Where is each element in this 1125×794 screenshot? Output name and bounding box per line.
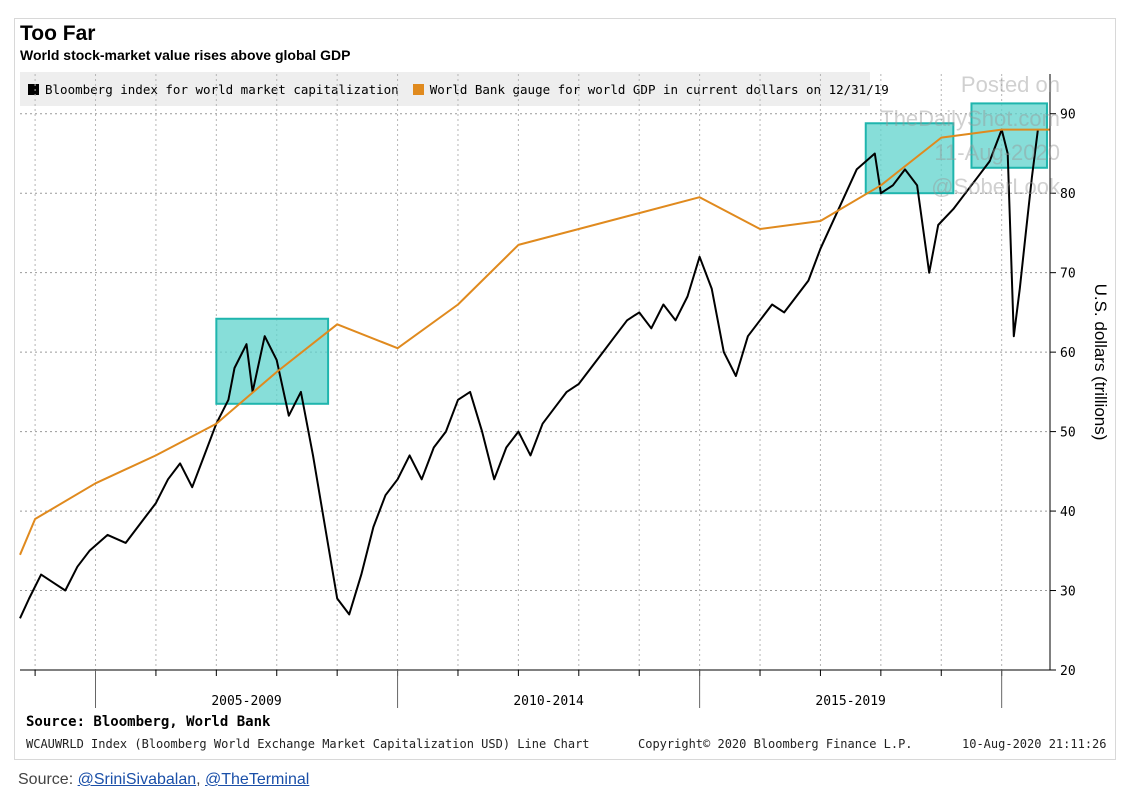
chart-legend: Bloomberg index for world market capital… [20,72,889,106]
ytick-label-80: 80 [1060,187,1076,202]
source-note: Source: Bloomberg, World Bank [26,714,271,730]
ytick-label-70: 70 [1060,267,1076,282]
watermark-line-2: TheDailyShot.com [880,106,1060,131]
ytick-label-50: 50 [1060,426,1076,441]
axes: 20 30 40 50 60 70 80 90 2005-2009 2010-2014 2015-2… [20,74,1110,709]
ytick-label-60: 60 [1060,346,1076,361]
copyright: Copyright© 2020 Bloomberg Finance L.P. [638,737,913,751]
legend-swatch-market-cap [28,83,39,95]
bottom-source: Source: @SriniSivabalan, @TheTerminal [18,771,309,789]
ytick-label-30: 30 [1060,585,1076,600]
link-terminal[interactable]: @TheTerminal [205,771,310,788]
watermark-line-3: 11-Aug-2020 [934,140,1060,165]
chart-subtitle: World stock-market value rises above glo… [20,47,351,63]
legend-label-market-cap: Bloomberg index for world market capital… [45,81,399,97]
highlight-box-1 [864,122,955,195]
highlight-boxes [215,102,1048,405]
series-market-cap-line [19,128,1039,619]
series-lines [19,128,1050,619]
chart-title: Too Far [20,22,96,45]
xperiod-label-0: 2005-2009 [211,694,281,709]
index-description: WCAUWRLD Index (Bloomberg World Exchange… [26,737,590,751]
legend-item-market-cap: Bloomberg index for world market capital… [28,82,399,97]
watermark: Posted on TheDailyShot.com 11-Aug-2020 @… [810,68,1060,204]
watermark-line-1: Posted on [960,72,1060,97]
xperiod-label-2: 2015-2019 [815,694,885,709]
series-gdp-line [19,128,1050,556]
legend-item-gdp: World Bank gauge for world GDP in curren… [412,81,889,97]
grid-lines [20,74,1050,671]
xperiod-label-1: 2010-2014 [513,694,584,709]
ytick-label-20: 20 [1060,664,1076,679]
y-axis-label: U.S. dollars (trillions) [1091,284,1110,441]
watermark-line-4: @SoberLook [931,174,1060,199]
bottom-source-sep: , [196,771,206,788]
timestamp: 10-Aug-2020 21:11:26 [962,737,1107,751]
ytick-label-40: 40 [1060,505,1076,520]
ytick-label-90: 90 [1060,108,1076,123]
legend-swatch-gdp [412,83,424,95]
highlight-box-0 [215,317,330,405]
link-srini[interactable]: @SriniSivabalan [77,771,197,788]
bottom-source-prefix: Source: [18,771,78,788]
legend-label-gdp: World Bank gauge for world GDP in curren… [429,81,889,97]
